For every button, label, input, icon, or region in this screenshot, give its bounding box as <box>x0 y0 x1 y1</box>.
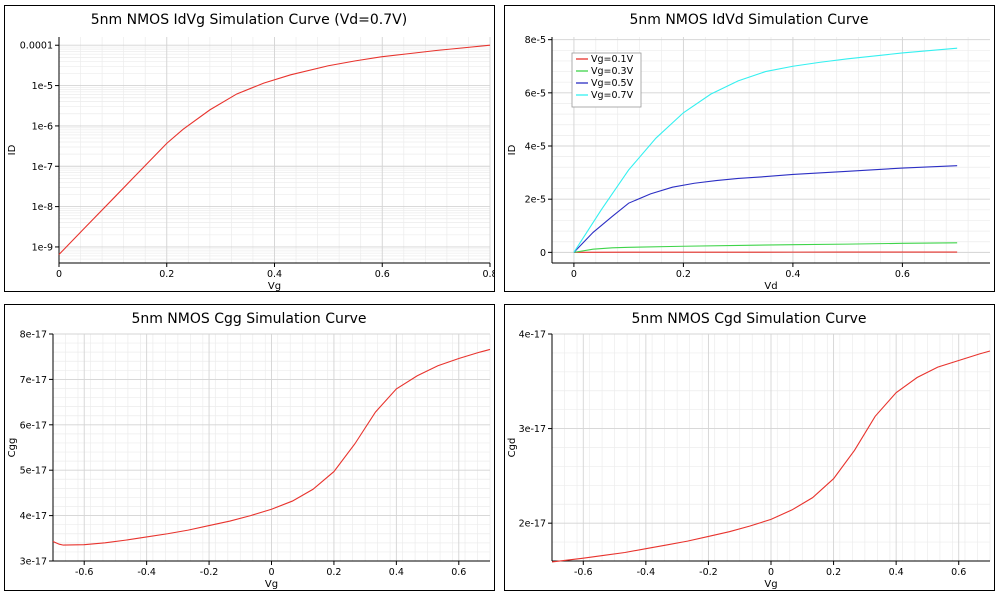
x-tick-label: -0.2 <box>200 567 219 578</box>
x-tick-label: 0.2 <box>826 567 841 578</box>
y-axis-label: Cgg <box>7 438 18 458</box>
x-tick-label: -0.4 <box>637 567 656 578</box>
y-tick-label: 4e-17 <box>20 511 47 522</box>
x-tick-label: 0.2 <box>326 567 341 578</box>
idvd-chart: 0 0.2 0.4 0.6 0 2e-5 4e-5 6e-5 8e-5 5nm NMOS IdVd… <box>507 12 990 291</box>
y-axis-label: ID <box>7 144 18 155</box>
legend-item-label: Vg=0.3V <box>591 66 634 77</box>
x-tick-label: 0 <box>768 567 774 578</box>
x-tick-label: 0.4 <box>785 269 800 280</box>
legend-box <box>571 52 642 108</box>
legend-item-label: Vg=0.1V <box>591 54 634 65</box>
y-tick-label: 1e-9 <box>32 242 53 253</box>
x-tick-label: -0.2 <box>699 567 718 578</box>
y-tick-label: 3e-17 <box>20 557 47 568</box>
x-tick-label: 0 <box>571 269 577 280</box>
y-tick-label: 2e-17 <box>519 519 546 530</box>
idvd-chart-panel: 0 0.2 0.4 0.6 0 2e-5 4e-5 6e-5 8e-5 5nm NMOS IdVd… <box>504 5 995 292</box>
x-tick-label: 0.4 <box>889 567 904 578</box>
cgg-chart-panel: -0.6 -0.4 -0.2 0 0.2 0.4 0.6 3e-17 4e-17 5e-17 6e-… <box>4 304 495 591</box>
y-tick-label: 0 <box>540 248 546 259</box>
x-axis-label: Vg <box>265 579 278 590</box>
idvg-chart: 0 0.2 0.4 0.6 0.8 1e-9 1e-8 1e-7 1e-6 1e-5 0.0001 5… <box>7 12 494 291</box>
x-tick-label: 0.2 <box>159 269 174 280</box>
series-line-2 <box>573 165 958 253</box>
cgd-chart-panel: -0.6 -0.4 -0.2 0 0.2 0.4 0.6 2e-17 3e-17 4e-17 5nm… <box>504 304 995 591</box>
legend-item-label: Vg=0.7V <box>591 90 634 101</box>
x-tick-label: -0.6 <box>75 567 94 578</box>
y-axis-label: ID <box>507 144 518 155</box>
idvg-chart-panel: 0 0.2 0.4 0.6 0.8 1e-9 1e-8 1e-7 1e-6 1e-5 0.0001 5… <box>4 5 495 292</box>
y-tick-label: 4e-5 <box>525 142 546 153</box>
y-tick-label: 7e-17 <box>20 375 47 386</box>
x-tick-label: 0 <box>56 269 62 280</box>
x-tick-label: -0.4 <box>137 567 156 578</box>
x-tick-label: 0.8 <box>482 269 494 280</box>
series-line-0 <box>58 44 491 255</box>
x-tick-label: 0.6 <box>451 567 466 578</box>
series-line-0 <box>52 348 491 546</box>
y-tick-label: 4e-17 <box>519 330 546 341</box>
x-axis-label: Vd <box>764 281 777 291</box>
series-line-0 <box>551 350 991 563</box>
x-axis-label: Vg <box>764 579 777 590</box>
y-tick-label: 6e-17 <box>20 420 47 431</box>
series-line-1 <box>573 242 958 253</box>
chart-title: 5nm NMOS Cgd Simulation Curve <box>631 311 866 327</box>
y-tick-label: 0.0001 <box>20 41 53 52</box>
major-grid <box>552 333 990 561</box>
series-line-3 <box>573 47 958 253</box>
x-tick-label: 0.4 <box>267 269 282 280</box>
x-tick-label: 0.4 <box>389 567 404 578</box>
cgg-chart: -0.6 -0.4 -0.2 0 0.2 0.4 0.6 3e-17 4e-17 5e-17 6e-… <box>7 311 491 590</box>
chart-title: 5nm NMOS Cgg Simulation Curve <box>131 311 366 327</box>
x-axis-label: Vg <box>268 281 281 291</box>
legend-item-label: Vg=0.5V <box>591 78 634 89</box>
x-tick-label: -0.6 <box>574 567 593 578</box>
chart-title: 5nm NMOS IdVd Simulation Curve <box>629 12 868 28</box>
y-tick-label: 1e-6 <box>32 121 53 132</box>
major-grid <box>58 37 491 263</box>
y-tick-label: 5e-17 <box>20 466 47 477</box>
y-tick-label: 8e-5 <box>525 35 546 46</box>
cgd-chart: -0.6 -0.4 -0.2 0 0.2 0.4 0.6 2e-17 3e-17 4e-17 5nm… <box>507 311 991 590</box>
x-tick-label: 0.6 <box>951 567 966 578</box>
y-tick-label: 2e-5 <box>525 195 546 206</box>
y-tick-label: 6e-5 <box>525 88 546 99</box>
x-tick-label: 0.2 <box>676 269 691 280</box>
y-tick-label: 1e-5 <box>32 81 53 92</box>
x-tick-label: 0.6 <box>895 269 910 280</box>
y-tick-label: 1e-7 <box>32 162 53 173</box>
chart-title: 5nm NMOS IdVg Simulation Curve (Vd=0.7V) <box>91 12 407 28</box>
y-tick-label: 8e-17 <box>20 330 47 341</box>
y-tick-label: 3e-17 <box>519 424 546 435</box>
x-tick-label: 0.6 <box>375 269 390 280</box>
x-tick-label: 0 <box>268 567 274 578</box>
y-axis-label: Cgd <box>507 438 518 458</box>
y-tick-label: 1e-8 <box>32 202 53 213</box>
